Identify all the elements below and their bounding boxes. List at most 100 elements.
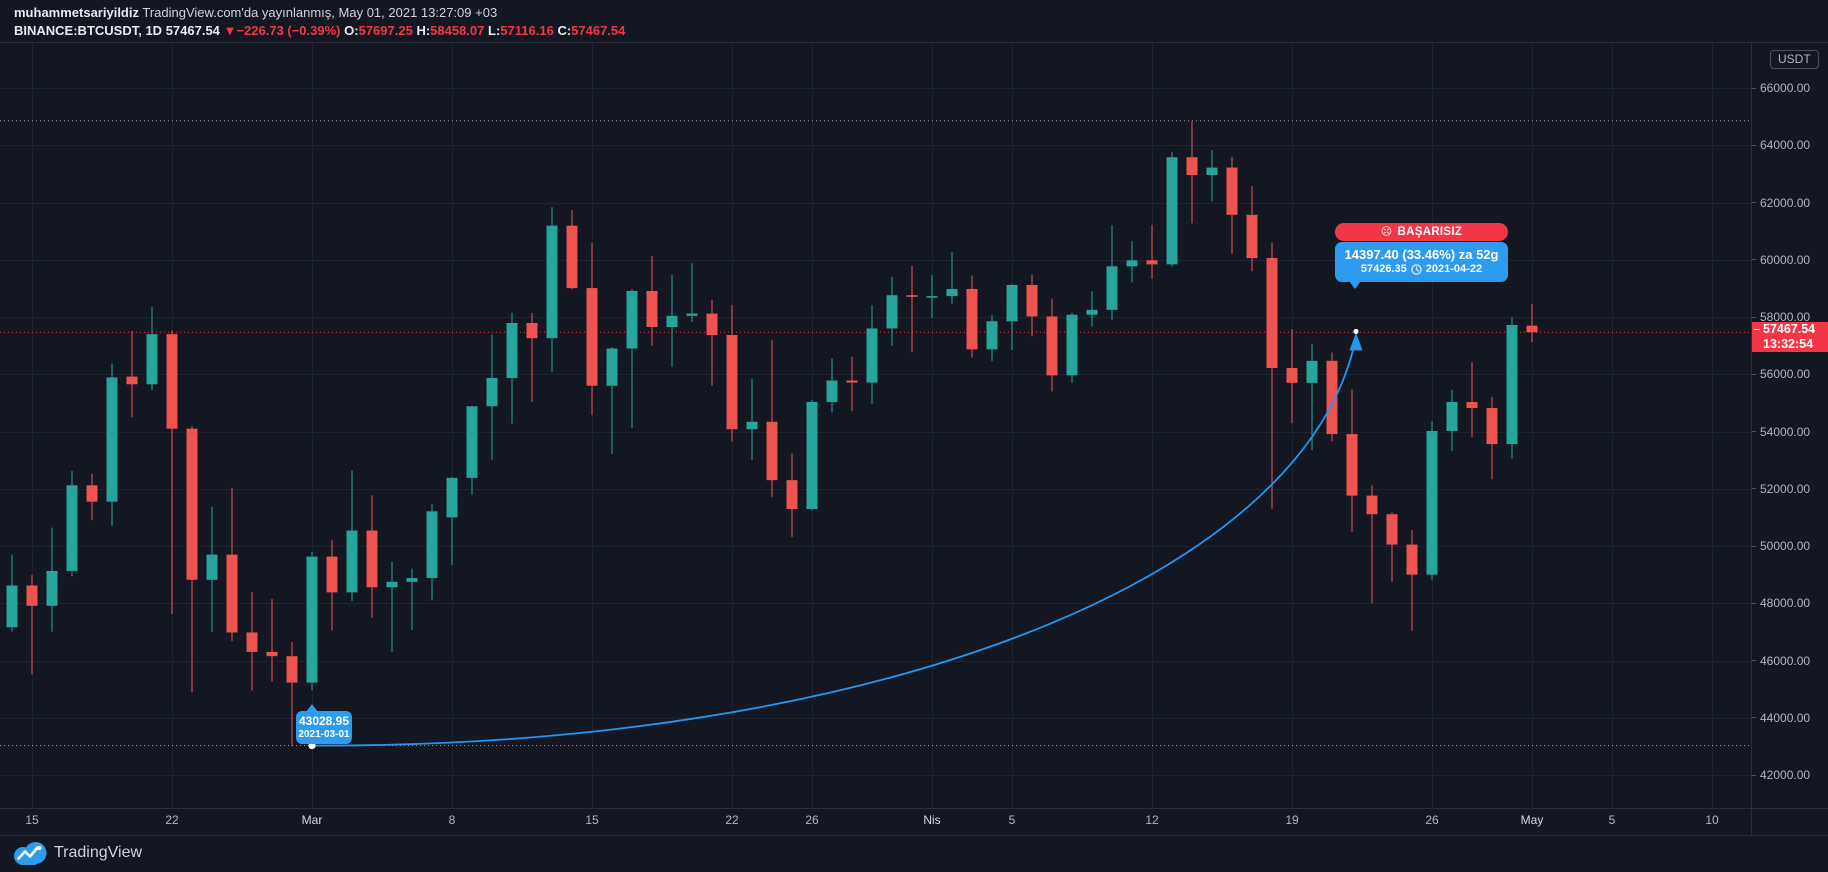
candle <box>606 348 618 386</box>
forecast-start-date: 2021-03-01 <box>298 728 350 740</box>
time-axis-label: Mar <box>301 813 323 827</box>
price-tick-icon <box>1751 431 1756 432</box>
price-axis-label: 62000.00 <box>1751 195 1810 211</box>
candle <box>1266 258 1278 368</box>
candle <box>1226 167 1238 215</box>
price-tick-icon <box>1751 774 1756 776</box>
candlestick-chart-canvas[interactable] <box>0 42 1751 808</box>
candle <box>1166 157 1178 265</box>
forecast-start-badge[interactable]: 43028.95 2021-03-01 <box>296 704 352 744</box>
candle <box>366 530 378 588</box>
time-axis-label: May <box>1520 813 1544 827</box>
currency-badge[interactable]: USDT <box>1770 50 1819 69</box>
price-axis-label: 60000.00 <box>1751 252 1810 268</box>
candle <box>546 225 558 339</box>
time-axis-label: 15 <box>25 813 39 827</box>
candle <box>1326 360 1338 435</box>
candle <box>246 632 258 652</box>
forecast-end-marker[interactable] <box>1353 328 1359 335</box>
candle <box>1086 309 1098 315</box>
time-axis-label: 15 <box>585 813 599 827</box>
candle <box>946 288 958 297</box>
candle <box>1306 360 1318 383</box>
time-axis-label: 5 <box>1008 813 1016 827</box>
candle <box>566 225 578 289</box>
last-price-axis-label: 57467.54 13:32:54 <box>1751 322 1828 352</box>
candle <box>786 480 798 510</box>
candle <box>426 511 438 579</box>
low-value: 57116.16 <box>500 23 554 38</box>
countdown-value: 13:32:54 <box>1763 337 1814 351</box>
symbol-line: BINANCE:BTCUSDT, 1D 57467.54 ▼−226.73 (−… <box>14 22 625 40</box>
candle <box>1426 430 1438 575</box>
candle <box>466 406 478 478</box>
price-axis-label: 66000.00 <box>1751 80 1810 96</box>
candle <box>446 477 458 518</box>
price-axis[interactable]: USDT 66000.00 64000.00 62000.00 60000.00 580… <box>1751 42 1828 808</box>
last-price-tick-icon <box>1754 328 1760 331</box>
forecast-result-badge[interactable]: 14397.40 (33.46%) za 52g 57426.35 2021-0… <box>1335 242 1508 289</box>
candle <box>1346 434 1358 496</box>
time-axis[interactable]: 15 22 Mar 8 15 22 26 Nis 5 12 19 26 May 5 10 <box>0 808 1828 835</box>
time-axis-divider <box>0 808 1828 809</box>
candle <box>286 656 298 683</box>
price-tick-icon <box>1751 488 1756 490</box>
candle <box>1466 402 1478 409</box>
candle <box>406 578 418 582</box>
price-tick-icon <box>1751 545 1756 547</box>
price-axis-label: 46000.00 <box>1751 653 1810 669</box>
candle <box>1366 495 1378 515</box>
candle <box>966 288 978 350</box>
forecast-result-text: 14397.40 (33.46%) za 52g <box>1344 247 1499 262</box>
price-tick-icon <box>1751 373 1756 375</box>
candle <box>346 530 358 593</box>
candle <box>1246 214 1258 259</box>
candle <box>146 334 158 385</box>
price-tick-icon <box>1751 87 1756 89</box>
price-axis-label: 58000.00 <box>1751 309 1810 325</box>
forecast-curve[interactable] <box>311 337 1357 747</box>
close-label: C: <box>557 23 572 38</box>
candle <box>1066 314 1078 376</box>
candle <box>1126 260 1138 267</box>
forecast-status-badge[interactable]: ☹ BAŞARISIZ <box>1335 223 1508 241</box>
candle <box>746 421 758 430</box>
time-axis-label: 5 <box>1608 813 1616 827</box>
last-price: 57467.54 <box>165 23 220 38</box>
candle <box>586 288 598 386</box>
tradingview-logo-text[interactable]: TradingView <box>54 844 143 861</box>
last-price-value: 57467.54 <box>1763 322 1816 336</box>
price-change: −226.73 (−0.39%) <box>236 23 341 38</box>
candle <box>1386 514 1398 545</box>
candle <box>6 585 18 628</box>
time-axis-label: 26 <box>1425 813 1439 827</box>
candle <box>506 323 518 378</box>
candle <box>826 380 838 403</box>
price-axis-divider <box>1751 42 1752 835</box>
tradingview-logo-icon[interactable] <box>14 840 47 866</box>
price-tick-icon <box>1751 316 1756 318</box>
candle <box>1046 316 1058 376</box>
candle <box>1206 167 1218 176</box>
candle <box>1106 266 1118 310</box>
username: muhammetsariyildiz <box>14 5 139 20</box>
symbol-name: BINANCE:BTCUSDT, 1D <box>14 23 163 38</box>
candle <box>266 651 278 657</box>
candle <box>706 313 718 336</box>
price-tick-icon <box>1751 717 1756 719</box>
price-axis-label: 52000.00 <box>1751 481 1810 497</box>
published-text: TradingView.com'da yayınlanmış, May 01, … <box>142 5 498 20</box>
candle <box>906 295 918 297</box>
candle <box>886 295 898 329</box>
price-axis-label: 44000.00 <box>1751 710 1810 726</box>
time-axis-label: 22 <box>725 813 739 827</box>
top-divider <box>0 42 1828 43</box>
time-axis-label: 26 <box>805 813 819 827</box>
forecast-status-text: BAŞARISIZ <box>1397 226 1463 238</box>
time-axis-label: Nis <box>923 813 941 827</box>
candle <box>166 334 178 429</box>
forecast-target-price: 57426.35 <box>1360 263 1407 275</box>
candle <box>326 556 338 593</box>
price-tick-icon <box>1751 602 1756 604</box>
published-line: muhammetsariyildiz TradingView.com'da ya… <box>14 4 625 22</box>
